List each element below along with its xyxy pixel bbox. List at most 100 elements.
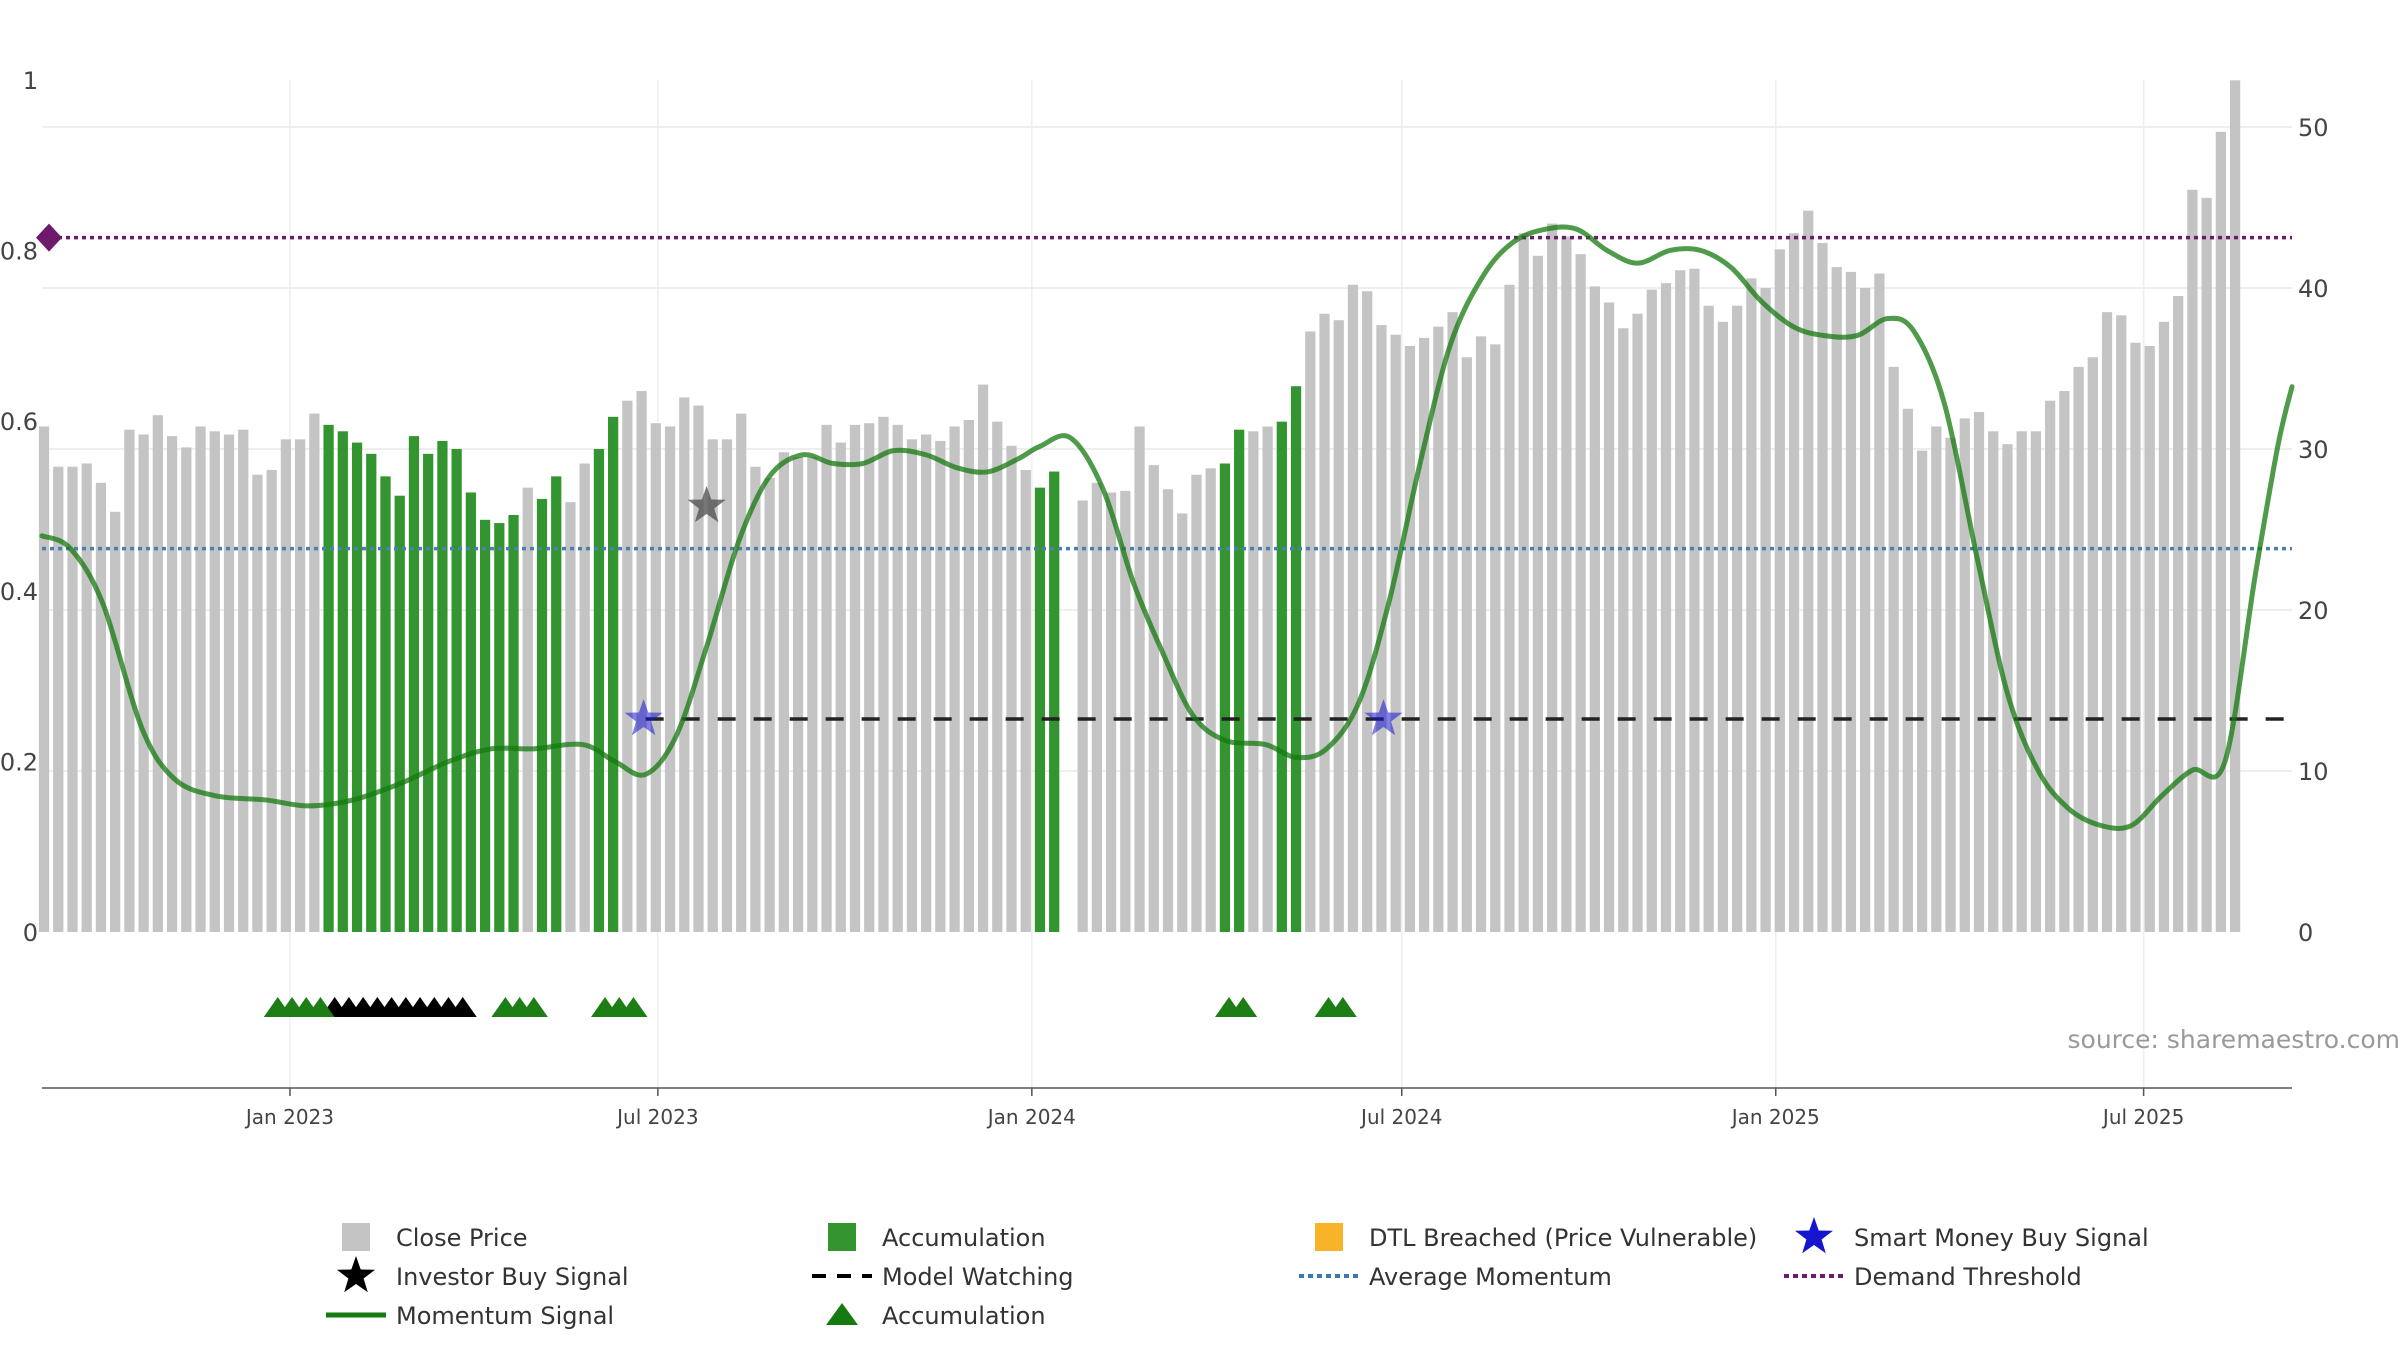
price-bar (821, 424, 832, 932)
accumulation-bar (1034, 487, 1046, 932)
price-bar (906, 439, 918, 932)
x-tick-label: Jan 2025 (1730, 1105, 1820, 1129)
price-bar (849, 424, 861, 932)
price-bar (1689, 268, 1700, 932)
momentum-signal-line (39, 224, 2295, 831)
left-tick-label: 0.4 (0, 578, 38, 606)
price-bar (764, 477, 775, 932)
accumulation-marker (1229, 997, 1258, 1017)
price-bar (1319, 313, 1330, 932)
accumulation-bar (608, 416, 619, 932)
legend: Close Price Accumulation DTL Breached (Pri… (326, 1217, 2149, 1330)
x-tick-label: Jul 2023 (615, 1105, 698, 1129)
price-bar (1518, 233, 1529, 932)
price-bar (1732, 305, 1743, 933)
price-bar (1675, 270, 1686, 932)
price-bar (81, 463, 92, 932)
price-bar (2201, 197, 2212, 933)
legend-label: Smart Money Buy Signal (1854, 1224, 2149, 1252)
left-tick-label: 1 (23, 67, 38, 95)
legend-swatch-square (828, 1223, 856, 1251)
price-bar (1532, 255, 1544, 933)
price-bar (295, 439, 306, 932)
price-bar (1746, 278, 1757, 933)
price-bar (1660, 283, 1672, 932)
right-tick-label: 0 (2298, 919, 2313, 947)
price-bar (707, 439, 718, 932)
legend-item: Momentum Signal (326, 1302, 614, 1330)
price-bar (1888, 366, 1899, 932)
price-bar (1504, 284, 1515, 932)
source-credit: source: sharemaestro.com (2068, 1025, 2400, 1054)
right-tick-label: 50 (2298, 114, 2329, 142)
price-bar (1575, 254, 1586, 932)
x-tick-label: Jul 2024 (1359, 1105, 1442, 1129)
accumulation-bar (323, 424, 334, 932)
price-bar (949, 426, 960, 932)
legend-swatch-star (1795, 1217, 1833, 1254)
price-bar (1191, 474, 1202, 932)
price-bar (1845, 271, 1857, 932)
price-bar (1547, 223, 1558, 933)
legend-label: Demand Threshold (1854, 1263, 2082, 1291)
legend-item: Demand Threshold (1784, 1263, 2082, 1291)
accumulation-bar (508, 515, 519, 932)
price-bar (223, 434, 235, 932)
accumulation-marker-black (448, 997, 477, 1017)
accumulation-marker (519, 997, 548, 1017)
right-tick-label: 40 (2298, 275, 2329, 303)
legend-label: Momentum Signal (396, 1302, 614, 1330)
price-bar (721, 439, 733, 932)
price-bar (622, 400, 633, 932)
legend-label: Accumulation (882, 1302, 1046, 1330)
price-bar (1134, 426, 1145, 932)
price-bar (195, 426, 206, 932)
price-bar (636, 391, 647, 932)
accumulation-bar (479, 519, 491, 932)
right-tick-label: 20 (2298, 597, 2329, 625)
price-bar (1490, 344, 1501, 933)
price-bar (921, 434, 932, 932)
price-bar (1177, 513, 1188, 932)
price-bar (864, 423, 875, 932)
price-bar (778, 452, 789, 932)
price-bar (2016, 431, 2027, 932)
price-bar (1717, 321, 1729, 932)
price-bar (2158, 321, 2170, 932)
smart-money-buy-signal-star (1364, 699, 1403, 736)
legend-label: Model Watching (882, 1263, 1074, 1291)
price-bar (992, 421, 1003, 932)
price-bar (963, 420, 974, 932)
price-bar (977, 384, 989, 933)
price-bar (2215, 131, 2226, 932)
accumulation-bar (1219, 463, 1231, 932)
price-bar (1362, 291, 1373, 933)
accumulation-bar (465, 492, 476, 932)
left-tick-label: 0.8 (0, 237, 38, 265)
price-bar (1077, 500, 1088, 932)
price-bar (2087, 357, 2098, 933)
accumulation-bar (451, 449, 462, 932)
price-bar (1162, 489, 1174, 932)
price-bar (124, 429, 135, 932)
price-bar (67, 466, 78, 932)
price-bar (522, 487, 533, 932)
price-bar (2187, 189, 2198, 933)
price-bar (1945, 437, 1956, 932)
price-bar (1618, 328, 1629, 932)
legend-item: Average Momentum (1299, 1263, 1612, 1291)
legend-item: Accumulation (826, 1302, 1046, 1330)
x-tick-label: Jul 2025 (2101, 1105, 2184, 1129)
price-bar (53, 466, 64, 932)
price-bar (1902, 408, 1913, 932)
price-bar (679, 397, 690, 933)
price-bar (280, 439, 292, 932)
price-bar (1347, 284, 1359, 932)
price-bar (309, 413, 320, 933)
price-bar (935, 440, 946, 932)
smart-money-buy-signal-star (624, 699, 663, 736)
price-bar (1333, 320, 1344, 932)
price-bar (1205, 468, 1216, 932)
x-tick-label: Jan 2023 (244, 1105, 334, 1129)
